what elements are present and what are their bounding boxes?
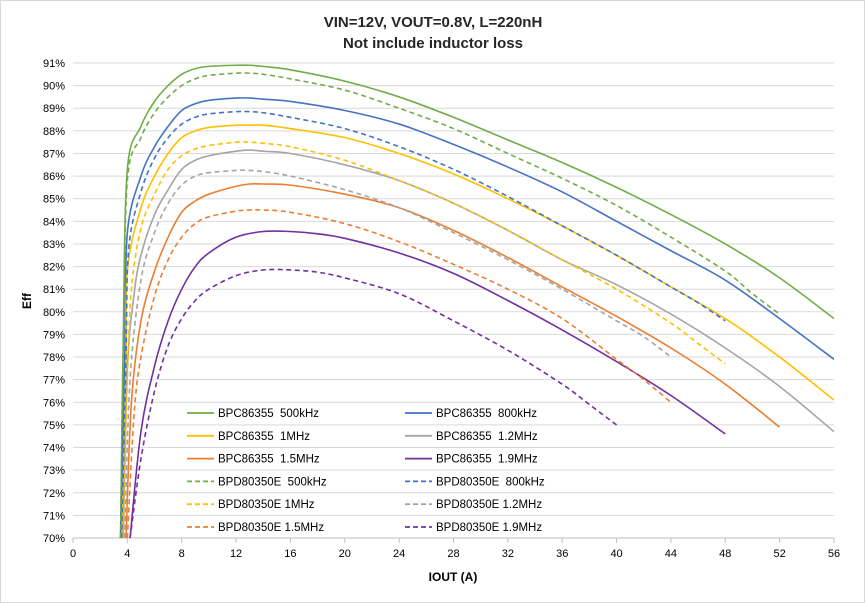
y-tick-label: 80% xyxy=(43,307,65,319)
y-tick-label: 91% xyxy=(43,58,65,70)
series-line-5 xyxy=(125,182,781,538)
y-tick-label: 78% xyxy=(43,352,65,364)
x-tick-label: 0 xyxy=(70,548,76,560)
y-tick-label: 81% xyxy=(43,284,65,296)
legend-entry: BPD80350E 1MHz xyxy=(218,499,315,511)
x-tick-label: 20 xyxy=(339,548,351,560)
y-tick-label: 76% xyxy=(43,397,65,409)
x-tick-label: 40 xyxy=(610,548,622,560)
y-tick-label: 72% xyxy=(43,488,65,500)
y-axis-ticks: 70% 71% 72% 73% 74% 75% 76% 77% 78% 79% 80% 81% 82% 8… xyxy=(43,58,65,545)
series-line-9 xyxy=(122,141,726,538)
x-tick-label: 56 xyxy=(828,548,840,560)
legend-entry: BPC86355 1.5MHz xyxy=(218,454,320,466)
y-tick-label: 73% xyxy=(43,465,65,477)
x-tick-label: 36 xyxy=(556,548,568,560)
y-tick-label: 70% xyxy=(43,533,65,545)
x-tick-label: 12 xyxy=(230,548,242,560)
legend-entry: BPC86355 1MHz xyxy=(218,431,310,443)
x-tick-label: 48 xyxy=(719,548,731,560)
legend-entry: BPC86355 500kHz xyxy=(218,408,319,420)
y-tick-label: 88% xyxy=(43,126,65,138)
y-tick-label: 71% xyxy=(43,510,65,522)
gridlines xyxy=(73,62,834,516)
series-line-4 xyxy=(122,149,834,538)
y-tick-label: 84% xyxy=(43,216,65,228)
legend-entry: BPD80350E 1.2MHz xyxy=(436,499,542,511)
y-tick-label: 75% xyxy=(43,420,65,432)
x-axis-label: IOUT (A) xyxy=(429,570,478,584)
chart-title: VIN=12V, VOUT=0.8V, L=220nH xyxy=(324,14,543,31)
axes xyxy=(72,537,835,543)
x-axis-ticks: 0 4 8 12 16 20 24 28 32 36 40 44 48 52 56 xyxy=(70,548,840,560)
series-line-8 xyxy=(121,110,726,538)
x-tick-label: 28 xyxy=(447,548,459,560)
x-tick-label: 24 xyxy=(393,548,405,560)
y-tick-label: 79% xyxy=(43,329,65,341)
series-line-12 xyxy=(129,268,618,538)
y-tick-label: 85% xyxy=(43,194,65,206)
x-tick-label: 8 xyxy=(179,548,185,560)
series-line-2 xyxy=(119,97,834,538)
x-tick-label: 52 xyxy=(774,548,786,560)
y-tick-label: 89% xyxy=(43,103,65,115)
legend-entry: BPD80350E 500kHz xyxy=(218,476,327,488)
chart-subtitle: Not include inductor loss xyxy=(343,35,523,52)
y-tick-label: 77% xyxy=(43,375,65,387)
series-line-7 xyxy=(119,72,781,538)
series-line-10 xyxy=(123,169,672,538)
series-line-3 xyxy=(121,124,834,538)
legend-entry: BPC86355 1.2MHz xyxy=(436,431,538,443)
x-tick-label: 16 xyxy=(284,548,296,560)
legend: BPC86355 500kHz BPC86355 800kHz BPC86355 1… xyxy=(187,408,545,534)
series-line-6 xyxy=(129,230,726,538)
y-tick-label: 82% xyxy=(43,262,65,274)
legend-entry: BPC86355 1.9MHz xyxy=(436,454,538,466)
y-tick-label: 86% xyxy=(43,171,65,183)
legend-entry: BPC86355 800kHz xyxy=(436,408,537,420)
x-tick-label: 32 xyxy=(502,548,514,560)
series-line-1 xyxy=(119,64,834,538)
legend-entry: BPD80350E 800kHz xyxy=(436,476,545,488)
y-tick-label: 90% xyxy=(43,81,65,93)
legend-entry: BPD80350E 1.5MHz xyxy=(218,522,324,534)
y-tick-label: 87% xyxy=(43,148,65,160)
legend-entry: BPD80350E 1.9MHz xyxy=(436,522,542,534)
y-tick-label: 74% xyxy=(43,443,65,455)
x-tick-label: 44 xyxy=(665,548,677,560)
y-tick-label: 83% xyxy=(43,239,65,251)
series-lines xyxy=(119,64,834,538)
y-axis-label: Eff xyxy=(20,292,34,309)
series-line-11 xyxy=(126,209,672,538)
x-tick-label: 4 xyxy=(124,548,130,560)
